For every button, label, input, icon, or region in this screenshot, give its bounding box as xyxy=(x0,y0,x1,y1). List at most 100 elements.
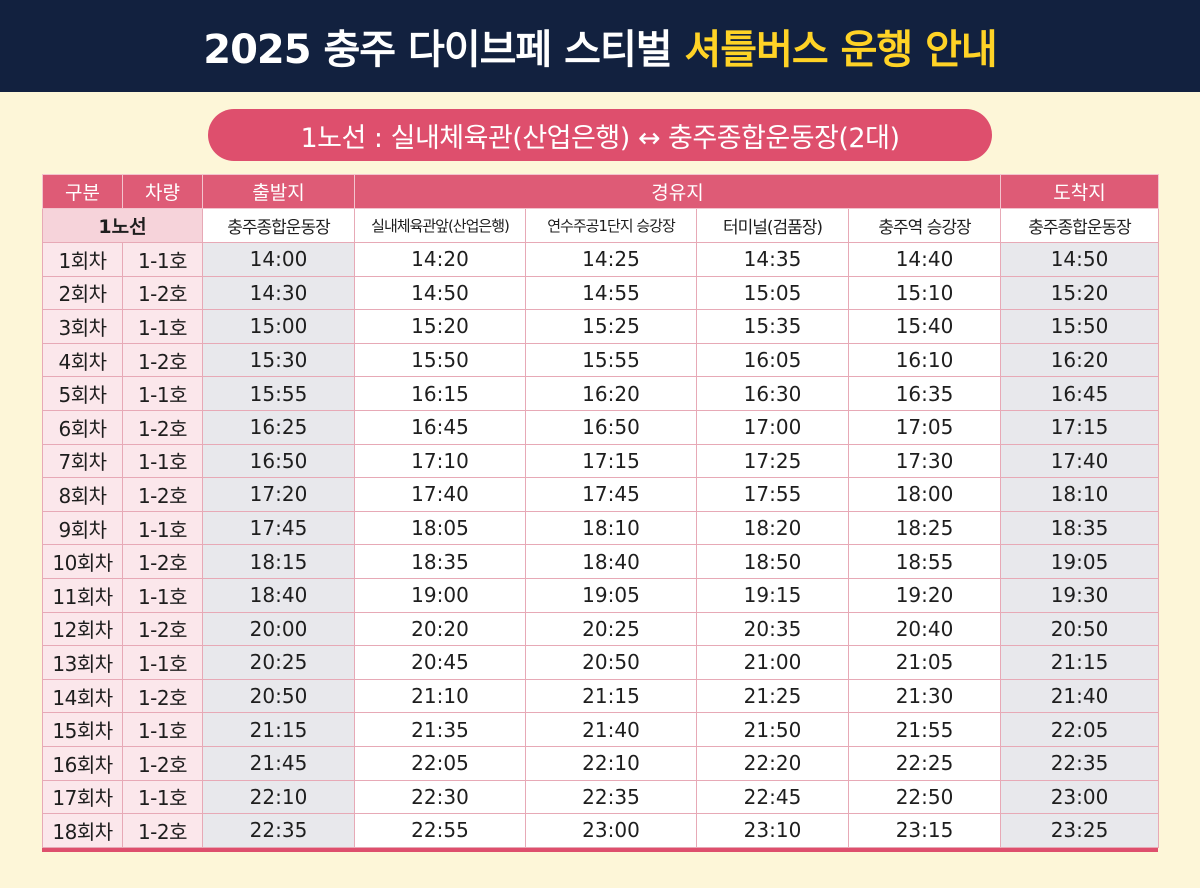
vehicle-cell: 1-1호 xyxy=(122,577,203,613)
trip-cell: 7회차 xyxy=(42,443,123,479)
via-time-1: 16:15 xyxy=(354,376,526,411)
table-row: 9회차 1-1호 17:45 18:05 18:10 18:20 18:25 18:35 xyxy=(42,510,1160,546)
vehicle-cell: 1-1호 xyxy=(122,779,203,815)
departure-time: 17:20 xyxy=(202,477,355,512)
vehicle-cell: 1-2호 xyxy=(122,745,203,781)
via-time-3: 16:30 xyxy=(696,376,849,411)
via-time-3: 15:05 xyxy=(696,275,849,311)
departure-time: 14:00 xyxy=(202,242,355,277)
table-row: 7회차 1-1호 16:50 17:10 17:15 17:25 17:30 17:40 xyxy=(42,443,1160,479)
arrival-time: 21:15 xyxy=(1000,645,1160,680)
via-time-4: 16:35 xyxy=(847,376,1002,411)
header-arrival: 도착지 xyxy=(1000,174,1160,209)
via-time-2: 18:10 xyxy=(525,510,697,546)
trip-cell: 17회차 xyxy=(42,779,123,815)
vehicle-cell: 1-2호 xyxy=(122,544,203,579)
header-departure: 출발지 xyxy=(202,174,355,209)
via-time-3: 15:35 xyxy=(696,309,849,344)
via-time-2: 23:00 xyxy=(525,813,697,848)
departure-time: 22:35 xyxy=(202,813,355,848)
vehicle-cell: 1-1호 xyxy=(122,510,203,546)
via-time-3: 18:50 xyxy=(696,544,849,579)
via-time-1: 18:35 xyxy=(354,544,526,579)
via-time-3: 14:35 xyxy=(696,242,849,277)
via-time-3: 16:05 xyxy=(696,342,849,378)
via-time-2: 22:35 xyxy=(525,779,697,815)
trip-cell: 15회차 xyxy=(42,712,123,747)
table-row: 14회차 1-2호 20:50 21:10 21:15 21:25 21:30 21:40 xyxy=(42,678,1160,714)
vehicle-cell: 1-2호 xyxy=(122,813,203,848)
departure-time: 17:45 xyxy=(202,510,355,546)
stop-departure: 충주종합운동장 xyxy=(202,208,355,243)
via-time-3: 21:00 xyxy=(696,645,849,680)
table-row: 6회차 1-2호 16:25 16:45 16:50 17:00 17:05 17:15 xyxy=(42,409,1160,445)
via-time-2: 15:55 xyxy=(525,342,697,378)
via-time-1: 21:35 xyxy=(354,712,526,747)
via-time-4: 17:05 xyxy=(847,409,1002,445)
via-time-4: 21:05 xyxy=(847,645,1002,680)
vehicle-cell: 1-1호 xyxy=(122,309,203,344)
departure-time: 15:30 xyxy=(202,342,355,378)
via-time-1: 19:00 xyxy=(354,577,526,613)
table-row: 10회차 1-2호 18:15 18:35 18:40 18:50 18:55 19:05 xyxy=(42,544,1160,579)
table-row: 15회차 1-1호 21:15 21:35 21:40 21:50 21:55 22:05 xyxy=(42,712,1160,747)
via-time-4: 21:30 xyxy=(847,678,1002,714)
trip-cell: 11회차 xyxy=(42,577,123,613)
stop-via-1: 실내체육관앞(산업은행) xyxy=(354,208,526,243)
departure-time: 20:50 xyxy=(202,678,355,714)
departure-time: 15:55 xyxy=(202,376,355,411)
via-time-3: 19:15 xyxy=(696,577,849,613)
table-row: 8회차 1-2호 17:20 17:40 17:45 17:55 18:00 18:10 xyxy=(42,477,1160,512)
via-time-1: 17:40 xyxy=(354,477,526,512)
vehicle-cell: 1-1호 xyxy=(122,242,203,277)
via-time-1: 22:05 xyxy=(354,745,526,781)
via-time-3: 21:50 xyxy=(696,712,849,747)
arrival-time: 15:20 xyxy=(1000,275,1160,311)
arrival-time: 14:50 xyxy=(1000,242,1160,277)
line-label: 1노선 xyxy=(42,208,203,243)
via-time-4: 18:55 xyxy=(847,544,1002,579)
arrival-time: 23:25 xyxy=(1000,813,1160,848)
via-time-2: 20:50 xyxy=(525,645,697,680)
vehicle-cell: 1-1호 xyxy=(122,712,203,747)
stop-arrival: 충주종합운동장 xyxy=(1000,208,1160,243)
table-row: 4회차 1-2호 15:30 15:50 15:55 16:05 16:10 16:20 xyxy=(42,342,1160,378)
via-time-1: 21:10 xyxy=(354,678,526,714)
trip-cell: 4회차 xyxy=(42,342,123,378)
stop-via-4: 충주역 승강장 xyxy=(847,208,1002,243)
via-time-2: 14:25 xyxy=(525,242,697,277)
via-time-4: 17:30 xyxy=(847,443,1002,479)
via-time-4: 14:40 xyxy=(847,242,1002,277)
arrival-time: 19:30 xyxy=(1000,577,1160,613)
departure-time: 16:25 xyxy=(202,409,355,445)
via-time-2: 16:20 xyxy=(525,376,697,411)
via-time-4: 22:50 xyxy=(847,779,1002,815)
table-row: 13회차 1-1호 20:25 20:45 20:50 21:00 21:05 21:15 xyxy=(42,645,1160,680)
via-time-4: 15:40 xyxy=(847,309,1002,344)
via-time-3: 17:55 xyxy=(696,477,849,512)
trip-cell: 18회차 xyxy=(42,813,123,848)
via-time-3: 22:20 xyxy=(696,745,849,781)
vehicle-cell: 1-1호 xyxy=(122,376,203,411)
via-time-2: 17:15 xyxy=(525,443,697,479)
header-vehicle: 차량 xyxy=(122,174,203,209)
table-row: 11회차 1-1호 18:40 19:00 19:05 19:15 19:20 19:30 xyxy=(42,577,1160,613)
via-time-2: 18:40 xyxy=(525,544,697,579)
table-row: 2회차 1-2호 14:30 14:50 14:55 15:05 15:10 15:20 xyxy=(42,275,1160,311)
header-division: 구분 xyxy=(42,174,123,209)
trip-cell: 10회차 xyxy=(42,544,123,579)
arrival-time: 15:50 xyxy=(1000,309,1160,344)
via-time-4: 21:55 xyxy=(847,712,1002,747)
via-time-1: 15:20 xyxy=(354,309,526,344)
header-row: 구분 차량 출발지 경유지 도착지 xyxy=(42,174,1160,209)
via-time-1: 14:20 xyxy=(354,242,526,277)
departure-time: 15:00 xyxy=(202,309,355,344)
arrival-time: 17:40 xyxy=(1000,443,1160,479)
vehicle-cell: 1-2호 xyxy=(122,275,203,311)
trip-cell: 9회차 xyxy=(42,510,123,546)
trip-cell: 12회차 xyxy=(42,611,123,647)
via-time-2: 20:25 xyxy=(525,611,697,647)
arrival-time: 16:45 xyxy=(1000,376,1160,411)
via-time-2: 21:15 xyxy=(525,678,697,714)
departure-time: 16:50 xyxy=(202,443,355,479)
